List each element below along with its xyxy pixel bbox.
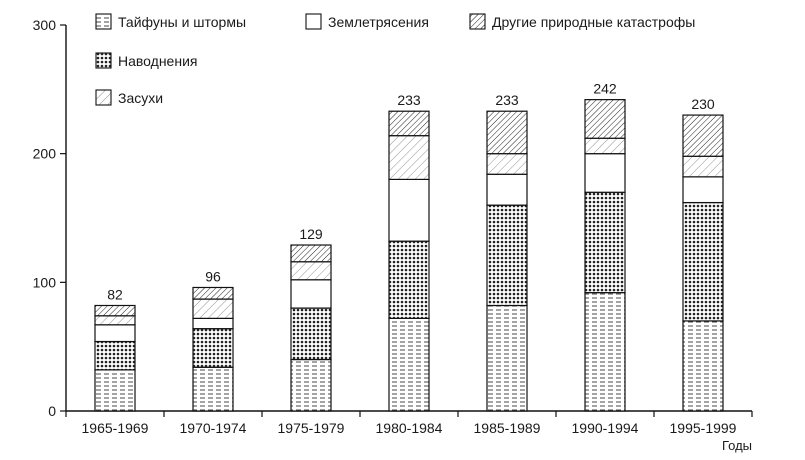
legend-swatch xyxy=(95,89,112,106)
bar-segment-diagonal-hatch xyxy=(486,110,528,155)
legend-swatch xyxy=(469,13,486,30)
total-labels: 82 96 129 233 233 242 230 xyxy=(107,81,715,303)
legend-label: Землетрясения xyxy=(328,14,429,30)
legend-swatch xyxy=(305,13,322,30)
x-tick-label: 1990-1994 xyxy=(572,420,639,436)
legend-swatch xyxy=(95,13,112,30)
y-tick-label: 200 xyxy=(33,146,57,162)
bar-segment-diagonal-hatch xyxy=(94,304,136,317)
bar-segment-horizontal-dash xyxy=(290,358,332,412)
bar-segment-horizontal-dash xyxy=(584,292,626,412)
bar-segment-sparse-hatch xyxy=(94,315,136,326)
bar-segment-horizontal-dash xyxy=(682,320,724,412)
bar-segment-blank xyxy=(682,176,724,204)
bar-segment-blank xyxy=(94,324,136,343)
legend-label: Наводнения xyxy=(118,53,197,69)
axes: 0 100 200 300 1965-1969 1970-1974 1975-1979 198… xyxy=(33,17,753,436)
bar-segment-blank xyxy=(584,153,626,193)
x-tick-label: 1965-1969 xyxy=(82,420,149,436)
bar-segment-horizontal-dash xyxy=(486,304,528,412)
x-tick-label: 1970-1974 xyxy=(180,420,247,436)
bar-total-label: 129 xyxy=(299,226,323,242)
y-tick-label: 100 xyxy=(33,274,57,290)
bar-segment-dots xyxy=(290,307,332,361)
bar-segment-sparse-hatch xyxy=(290,261,332,281)
legend-label: Засухи xyxy=(118,90,163,106)
bar-segment-sparse-hatch xyxy=(388,135,430,181)
bar-segment-horizontal-dash xyxy=(388,317,430,412)
bar-segment-horizontal-dash xyxy=(192,366,234,412)
bar-segment-diagonal-hatch xyxy=(388,110,430,137)
bar-segment-sparse-hatch xyxy=(584,137,626,155)
x-tick-label: 1980-1984 xyxy=(376,420,443,436)
bar-segment-diagonal-hatch xyxy=(290,244,332,263)
bar-total-label: 82 xyxy=(107,286,123,302)
legend-swatch xyxy=(95,52,112,69)
y-tick-label: 0 xyxy=(48,403,56,419)
bar-total-label: 230 xyxy=(691,96,715,112)
y-tick-label: 300 xyxy=(33,17,57,33)
bar-segment-sparse-hatch xyxy=(486,153,528,175)
x-tick-label: 1985-1989 xyxy=(474,420,541,436)
bar-segment-blank xyxy=(486,173,528,206)
legend-label: Другие природные катастрофы xyxy=(492,14,695,30)
bar-total-label: 233 xyxy=(495,92,519,108)
bar-total-label: 96 xyxy=(205,268,221,284)
bar-segment-blank xyxy=(388,178,430,242)
bar-segment-dots xyxy=(682,201,724,322)
bar-segment-dots xyxy=(94,340,136,371)
bar-segment-blank xyxy=(290,279,332,309)
bar-segment-dots xyxy=(192,328,234,368)
bar-segment-diagonal-hatch xyxy=(682,114,724,157)
bar-segment-sparse-hatch xyxy=(192,298,234,319)
bar-total-label: 242 xyxy=(593,81,617,97)
legend: Тайфуны и штормы Землетрясения Другие прир… xyxy=(95,13,695,106)
bar-segment-diagonal-hatch xyxy=(192,286,234,300)
x-tick-label: 1995-1999 xyxy=(670,420,737,436)
bar-segment-dots xyxy=(388,240,430,319)
bar-segment-dots xyxy=(584,191,626,294)
legend-label: Тайфуны и штормы xyxy=(118,14,246,30)
bar-segment-sparse-hatch xyxy=(682,155,724,178)
x-tick-label: 1975-1979 xyxy=(278,420,345,436)
bar-segment-horizontal-dash xyxy=(94,369,136,412)
bar-segment-dots xyxy=(486,204,528,307)
bar-segment-blank xyxy=(192,317,234,330)
bars xyxy=(94,99,724,412)
x-axis-label: Годы xyxy=(722,438,752,453)
bar-total-label: 233 xyxy=(397,92,421,108)
bar-segment-diagonal-hatch xyxy=(584,99,626,139)
